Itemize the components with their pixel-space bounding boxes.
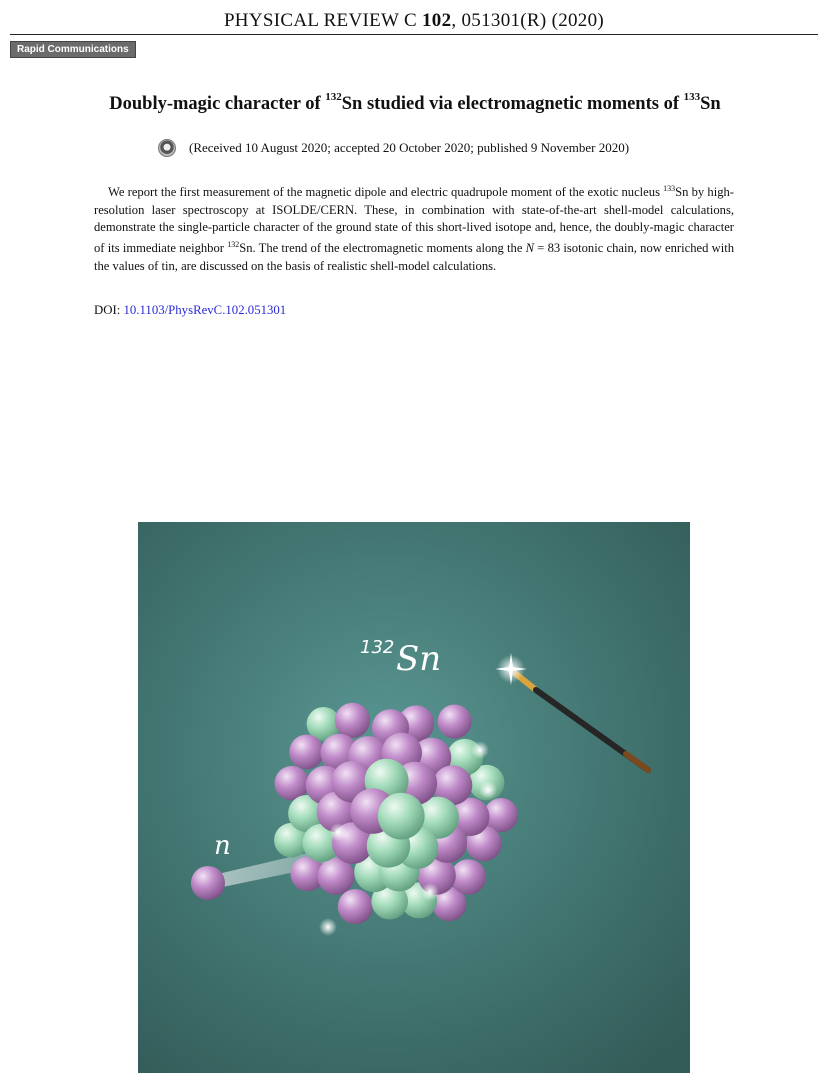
section-badge: Rapid Communications xyxy=(10,41,136,58)
nucleon-sphere xyxy=(274,765,310,801)
abstract-text-3: Sn. The trend of the electromagnetic mom… xyxy=(239,241,526,256)
nucleon-sphere xyxy=(416,796,459,839)
nucleon-sphere xyxy=(432,765,473,806)
neutron-particle xyxy=(191,866,225,900)
abstract-text-1: We report the first measurement of the m… xyxy=(108,185,664,200)
element-label: Sn xyxy=(396,639,441,679)
sparkle-icon xyxy=(421,883,439,901)
neutron-label: n xyxy=(214,831,231,861)
title-part1: Doubly-magic character of xyxy=(109,94,326,115)
abstract-sup-2: 132 xyxy=(227,240,240,250)
nucleon-sphere xyxy=(288,795,326,832)
doi-label: DOI: xyxy=(94,303,124,317)
abstract: We report the first measurement of the m… xyxy=(94,180,734,275)
nucleon-sphere xyxy=(483,798,519,833)
article-title: Doubly-magic character of 132Sn studied … xyxy=(0,91,830,115)
abstract-text-2: Sn by high-resolution laser spectroscopy… xyxy=(94,185,734,256)
title-part3: Sn xyxy=(700,94,721,115)
wand-end xyxy=(623,751,651,773)
abstract-n-symbol: N xyxy=(525,241,535,256)
journal-name: PHYSICAL REVIEW C xyxy=(223,10,417,31)
journal-citation: , 051301(R) (2020) xyxy=(451,10,605,31)
nucleon-sphere xyxy=(306,707,341,741)
doi-line: DOI: 10.1103/PhysRevC.102.051301 xyxy=(94,303,286,318)
abstract-text-4: = 83 isotonic chain, now enriched with t… xyxy=(94,241,735,273)
received-dates: (Received 10 August 2020; accepted 20 Oc… xyxy=(189,140,630,155)
sparkle-icon xyxy=(319,918,337,936)
doi-link[interactable]: 10.1103/PhysRevC.102.051301 xyxy=(123,303,287,317)
nucleon-sphere xyxy=(371,882,408,920)
title-sup1: 132 xyxy=(325,91,342,103)
nucleon-sphere xyxy=(317,857,355,895)
nucleon-sphere xyxy=(450,859,486,895)
nucleon-sphere xyxy=(437,704,472,739)
sparkle-icon xyxy=(329,823,347,841)
abstract-sup-1: 133 xyxy=(663,184,676,193)
nucleon-sphere xyxy=(377,792,425,840)
nucleon-sphere xyxy=(274,822,309,858)
nucleon-sphere xyxy=(334,702,370,738)
journal-volume: 102 xyxy=(422,10,452,31)
received-line: (Received 10 August 2020; accepted 20 Oc… xyxy=(158,139,629,157)
journal-header: PHYSICAL REVIEW C 102, 051301(R) (2020) xyxy=(10,10,818,35)
sparkle-icon xyxy=(479,781,497,799)
cover-figure: n 132 Sn xyxy=(138,522,690,1073)
wand-sparkle-icon xyxy=(495,653,527,685)
nucleus-illustration: n 132 Sn xyxy=(138,522,690,1073)
sparkle-icon xyxy=(471,741,489,759)
orcid-icon[interactable] xyxy=(158,139,176,157)
title-sup2: 133 xyxy=(683,91,701,103)
nucleon-sphere xyxy=(337,889,373,925)
nucleon-sphere xyxy=(290,856,325,892)
mass-number-label: 132 xyxy=(360,637,394,658)
nucleon-sphere xyxy=(432,886,467,922)
nucleus xyxy=(274,702,519,936)
nucleon-sphere xyxy=(289,734,324,770)
title-part2: Sn studied via electromagnetic moments o… xyxy=(341,94,684,115)
nucleon-sphere xyxy=(451,797,490,836)
